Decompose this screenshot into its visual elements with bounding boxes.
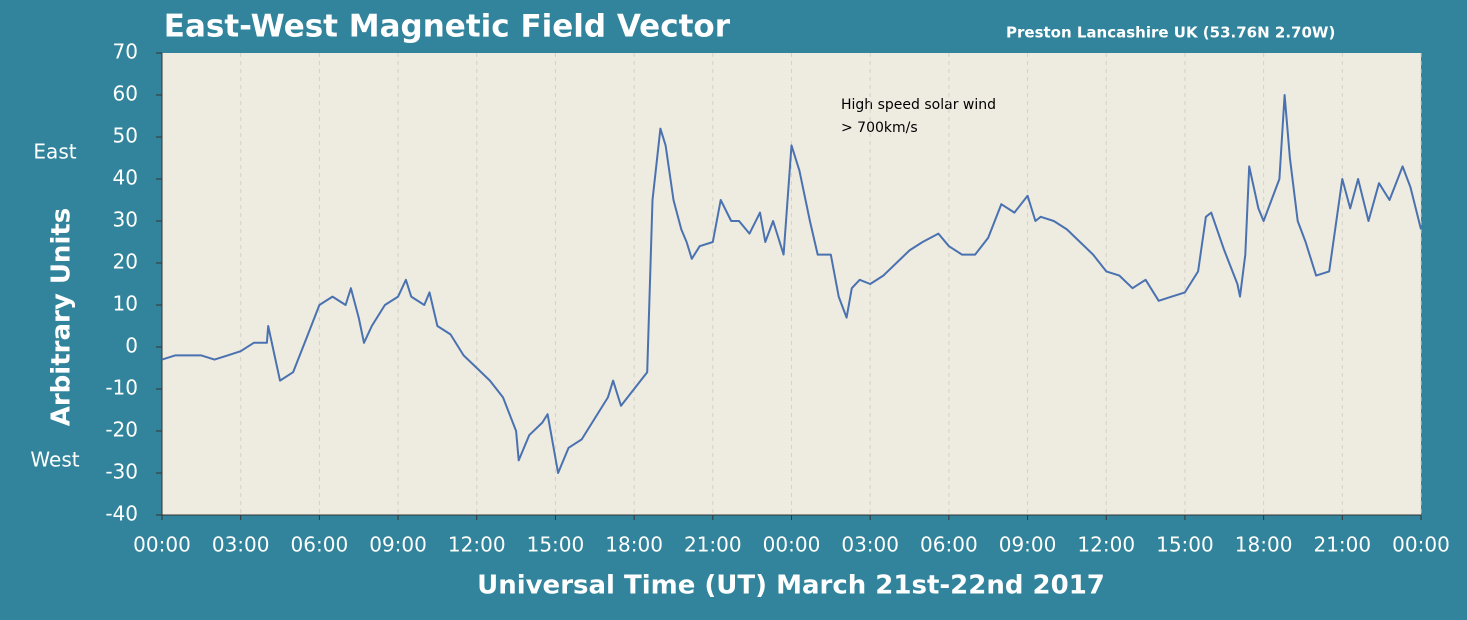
y-tick-label: 60 [113,82,138,106]
x-tick-label: 09:00 [999,533,1057,557]
x-tick-label: 15:00 [1156,533,1214,557]
y-tick-label: 70 [113,40,138,64]
y-tick-label: 10 [113,292,138,316]
x-tick-label: 00:00 [763,533,821,557]
y-tick-label: -20 [105,418,138,442]
x-axis-title: Universal Time (UT) March 21st-22nd 2017 [477,571,1105,601]
x-tick-label: 12:00 [1077,533,1135,557]
annotation: High speed solar wind [841,97,996,113]
y-axis-title: Arbitrary Units [47,208,77,427]
x-tick-label: 03:00 [841,533,899,557]
x-tick-label: 06:00 [920,533,978,557]
east-label: East [33,140,76,164]
y-tick-label: 20 [113,250,138,274]
x-tick-label: 15:00 [527,533,585,557]
y-tick-label: -30 [105,460,138,484]
data-line [161,94,1422,474]
y-tick-label: 50 [113,124,138,148]
chart-subtitle: Preston Lancashire UK (53.76N 2.70W) [1006,24,1335,42]
y-tick-label: -40 [105,502,138,526]
x-tick-label: 18:00 [1235,533,1293,557]
x-tick-label: 09:00 [369,533,427,557]
x-tick-label: 21:00 [684,533,742,557]
annotation: > 700km/s [841,120,918,136]
x-tick-label: 18:00 [605,533,663,557]
y-tick-label: 30 [113,208,138,232]
x-tick-label: 06:00 [291,533,349,557]
y-tick-label: 40 [113,166,138,190]
west-label: West [30,448,79,472]
x-tick-label: 00:00 [1392,533,1450,557]
y-tick-label: 0 [125,334,138,358]
x-tick-label: 12:00 [448,533,506,557]
y-tick-label: -10 [105,376,138,400]
x-tick-label: 03:00 [212,533,270,557]
chart-title: East-West Magnetic Field Vector [164,9,731,45]
x-tick-label: 21:00 [1313,533,1371,557]
x-tick-label: 00:00 [133,533,191,557]
